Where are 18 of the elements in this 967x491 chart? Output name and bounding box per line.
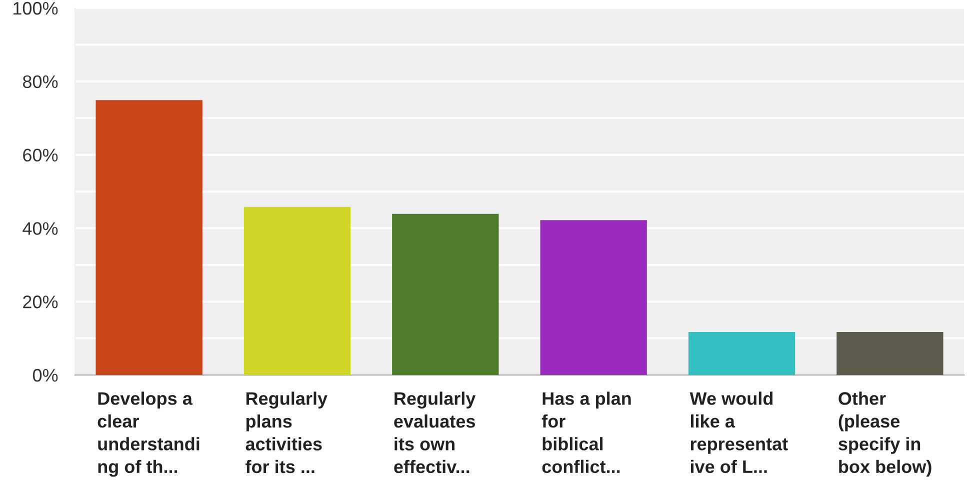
y-tick-label: 80%	[22, 75, 58, 88]
x-tick-label: Other (please specify in box below)	[838, 392, 932, 477]
bar	[688, 332, 796, 375]
x-tick-label: Regularly evaluates its own effectiv...	[394, 392, 476, 474]
bar	[392, 214, 499, 375]
y-tick-label: 0%	[32, 368, 58, 382]
y-tick-label: 20%	[23, 296, 58, 308]
y-tick-label: 100%	[14, 2, 58, 15]
x-tick-label: Has a plan for biblical conflict...	[542, 392, 631, 474]
bar	[244, 206, 351, 375]
bar	[96, 100, 202, 375]
bar	[540, 220, 647, 375]
x-tick-label: We would like a representat ive of L...	[690, 392, 788, 474]
y-tick-label: 60%	[23, 148, 58, 162]
x-tick-label: Develops a clear understandi ng of th...	[98, 392, 200, 477]
bar	[836, 332, 944, 375]
y-tick-label: 40%	[22, 222, 58, 235]
x-tick-label: Regularly plans activities for its ...	[246, 392, 328, 474]
